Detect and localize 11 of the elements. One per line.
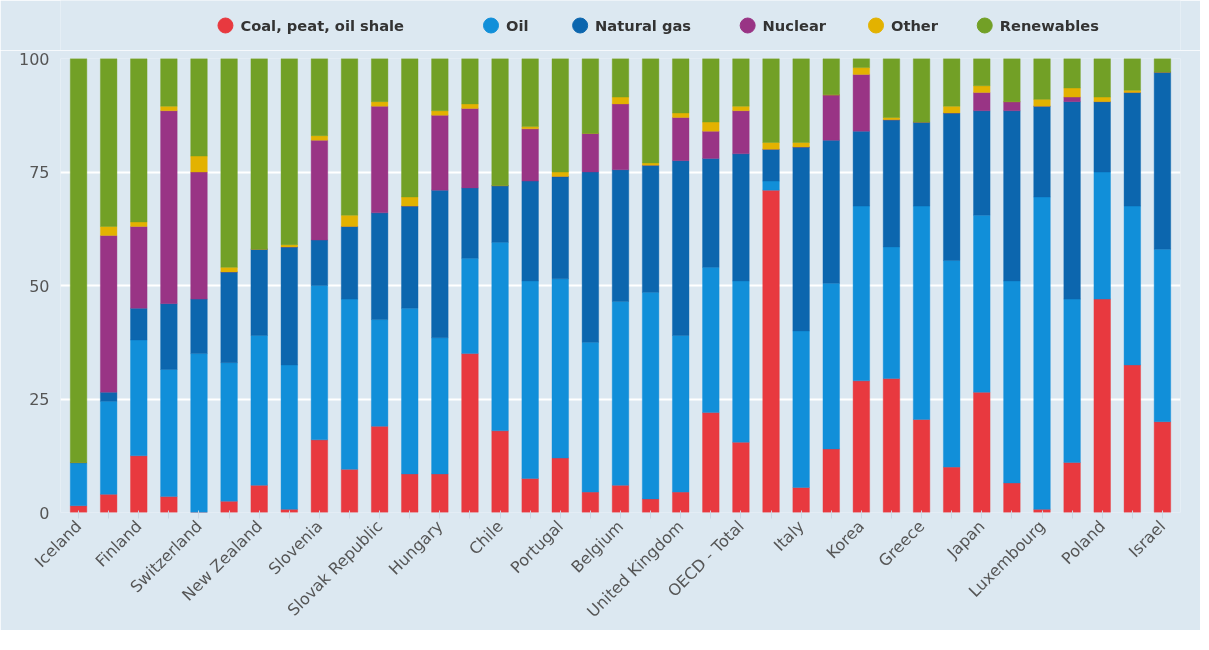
y-tick-label: 75	[29, 163, 50, 182]
y-tick-label: 0	[39, 503, 50, 523]
legend-label: Nuclear	[762, 17, 827, 34]
legend-label: Oil	[505, 17, 529, 34]
legend-label: Natural gas	[595, 17, 692, 34]
y-tick-label: 100	[18, 49, 50, 69]
legend-label: Coal, peat, oil shale	[240, 17, 405, 34]
y-tick-label: 25	[29, 390, 50, 409]
legend-label: Renewables	[999, 17, 1100, 34]
legend-label: Other	[890, 17, 939, 34]
y-tick-label: 50	[29, 276, 50, 296]
